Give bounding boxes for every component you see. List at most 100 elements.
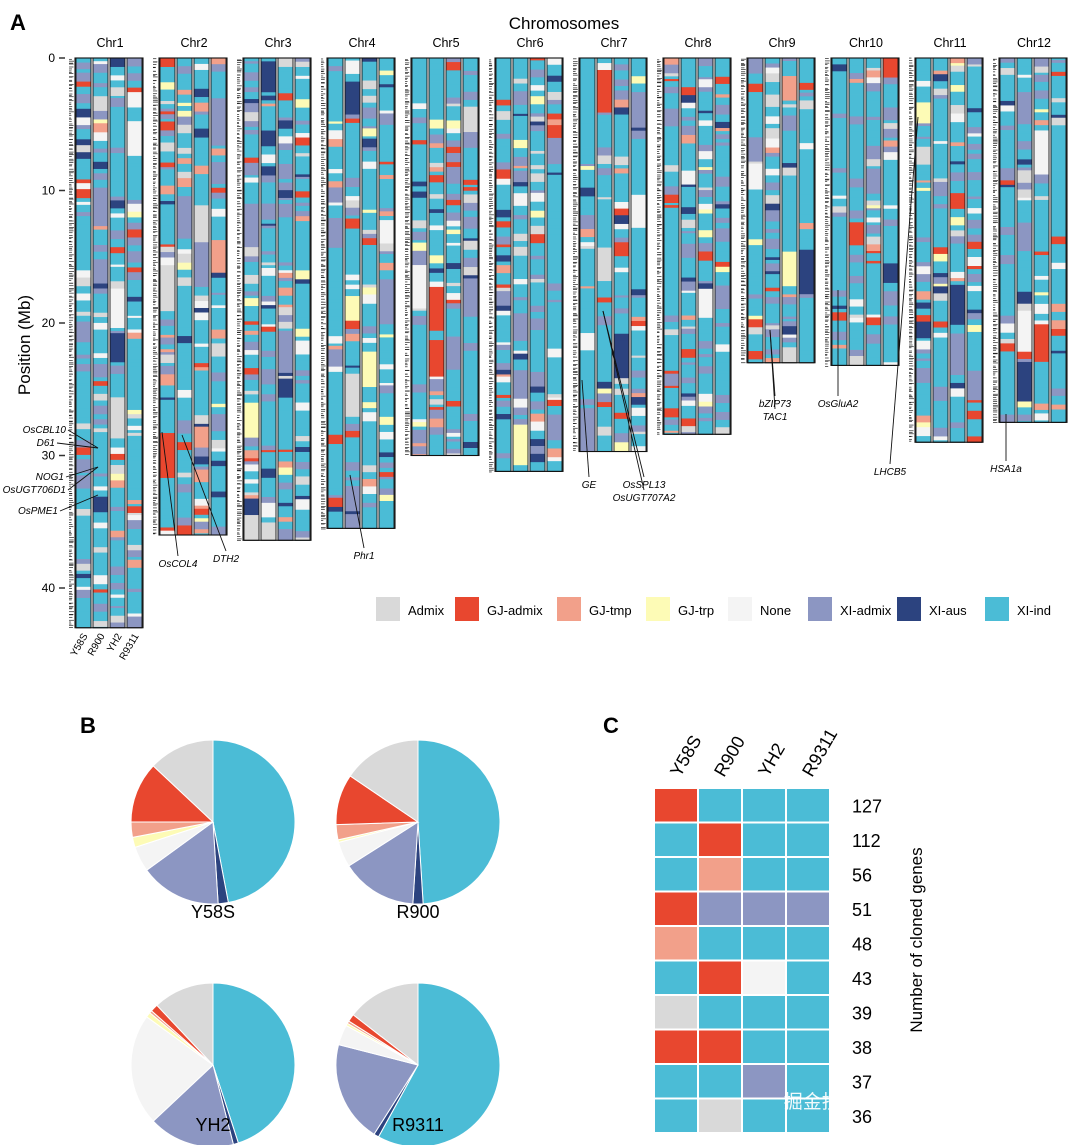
segment-gj-admix [177, 442, 192, 451]
segment-none [244, 479, 259, 484]
segment-admix [782, 104, 797, 108]
segment-xi-ind [93, 517, 108, 523]
segment-xi-ind [127, 465, 142, 474]
segment-xi-ind [211, 223, 226, 233]
segment-admix [933, 178, 948, 183]
segment-admix [866, 67, 881, 71]
segment-xi-admix [698, 87, 713, 93]
segment-xi-ind [278, 418, 293, 424]
segment-xi-admix [916, 373, 931, 384]
segment-xi-ind [194, 339, 209, 345]
segment-none [765, 67, 780, 74]
segment-xi-ind [160, 417, 175, 425]
segment-admix [76, 145, 91, 153]
segment-xi-ind [278, 178, 293, 183]
segment-xi-admix [916, 136, 931, 140]
segment-xi-ind [110, 172, 125, 182]
segment-xi-ind [379, 166, 394, 170]
segment-gj-trp [530, 96, 545, 105]
segment-xi-ind [463, 316, 478, 325]
segment-gj-trp [127, 409, 142, 415]
segment-xi-ind [513, 363, 528, 371]
chromosome-label: Chr3 [264, 36, 291, 50]
segment-none [76, 201, 91, 206]
segment-xi-ind [127, 473, 142, 478]
segment-xi-ind [547, 71, 562, 77]
segment-xi-admix [866, 168, 881, 188]
segment-xi-ind [463, 407, 478, 411]
segment-xi-ind [278, 328, 293, 332]
segment-xi-ind [194, 77, 209, 86]
segment-xi-admix [278, 197, 293, 201]
segment-xi-ind [463, 228, 478, 233]
segment-xi-admix [278, 170, 293, 175]
segment-xi-admix [177, 122, 192, 126]
segment-admix [933, 88, 948, 96]
segment-xi-admix [345, 514, 360, 529]
segment-xi-aus [261, 305, 276, 309]
segment-xi-ind [698, 381, 713, 391]
segment-xi-ind [278, 149, 293, 158]
segment-admix [244, 274, 259, 285]
segment-xi-ind [379, 457, 394, 463]
segment-none [681, 400, 696, 407]
segment-xi-ind [177, 242, 192, 250]
segment-admix [513, 78, 528, 84]
segment-xi-ind [916, 251, 931, 257]
segment-xi-ind [177, 355, 192, 364]
segment-xi-ind [295, 455, 310, 463]
segment-xi-aus [446, 263, 461, 270]
segment-xi-admix [698, 77, 713, 80]
segment-xi-ind [244, 58, 259, 62]
segment-xi-ind [799, 297, 814, 305]
segment-xi-ind [832, 281, 847, 284]
segment-xi-ind [631, 415, 646, 424]
segment-xi-admix [412, 429, 427, 436]
segment-xi-admix [463, 413, 478, 422]
segment-xi-ind [698, 333, 713, 342]
segment-none [883, 152, 898, 161]
segment-xi-aus [76, 139, 91, 146]
segment-xi-admix [866, 187, 881, 195]
segment-xi-admix [446, 97, 461, 105]
segment-xi-ind [933, 161, 948, 167]
segment-none [93, 486, 108, 491]
segment-xi-ind [110, 106, 125, 139]
panel-a-letter: A [10, 10, 26, 35]
segment-admix [883, 123, 898, 130]
segment-xi-ind [211, 473, 226, 480]
segment-none [580, 333, 595, 342]
segment-xi-ind [513, 128, 528, 135]
segment-none [194, 498, 209, 507]
segment-xi-admix [127, 520, 142, 530]
segment-xi-ind [782, 100, 797, 105]
segment-xi-ind [849, 124, 864, 133]
segment-xi-ind [93, 236, 108, 246]
segment-xi-admix [412, 435, 427, 444]
segment-admix [127, 544, 142, 551]
chromosome-outline [326, 57, 396, 529]
segment-xi-admix [76, 72, 91, 83]
segment-xi-admix [412, 231, 427, 241]
chromosome-outline [662, 57, 732, 435]
segment-xi-ind [110, 510, 125, 519]
segment-admix [76, 311, 91, 317]
segment-xi-admix [580, 408, 595, 452]
segment-xi-ind [463, 357, 478, 366]
segment-xi-ind [328, 404, 343, 436]
segment-xi-admix [530, 125, 545, 132]
segment-xi-ind [345, 359, 360, 364]
chromosome-outline [410, 57, 480, 457]
segment-xi-admix [681, 116, 696, 121]
segment-xi-ind [110, 190, 125, 197]
segment-xi-ind [614, 173, 629, 181]
segment-xi-ind [580, 288, 595, 294]
segment-xi-ind [278, 111, 293, 118]
segment-xi-admix [328, 225, 343, 249]
segment-xi-ind [328, 326, 343, 331]
segment-xi-ind [681, 58, 696, 66]
segment-xi-ind [244, 309, 259, 313]
segment-xi-ind [261, 146, 276, 155]
segment-xi-ind [547, 290, 562, 296]
segment-xi-admix [597, 393, 612, 403]
